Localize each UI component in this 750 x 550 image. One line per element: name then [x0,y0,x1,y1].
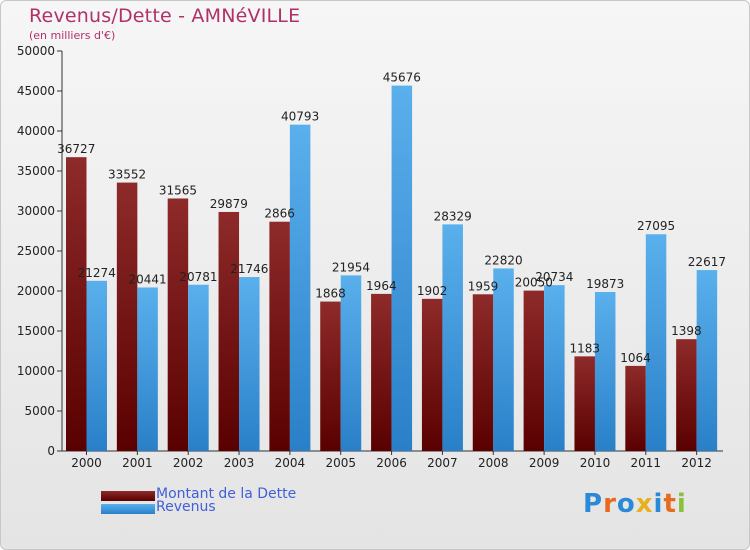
bar-revenus [340,275,362,451]
bar-revenus [696,270,718,451]
bar-revenus [137,287,158,451]
x-tick-label: 2009 [529,456,560,470]
data-label-dette: 29879 [210,197,248,211]
data-label-revenus: 20441 [129,272,167,286]
data-label-dette: 1868 [315,287,346,301]
bar-dette [269,221,290,451]
y-tick-label: 10000 [17,364,55,378]
data-label-dette: 1964 [366,279,397,293]
y-tick-label: 40000 [17,124,55,138]
logo-letter: o [616,489,636,519]
data-label-revenus: 27095 [637,219,675,233]
data-label-revenus: 40793 [281,110,319,124]
y-tick-label: 35000 [17,164,55,178]
x-tick-label: 2011 [631,456,662,470]
x-tick-label: 2002 [173,456,204,470]
y-tick-label: 45000 [17,84,55,98]
bar-revenus [188,284,209,451]
logo-letter: r [603,489,617,519]
bar-revenus [544,285,565,451]
data-label-revenus: 19873 [586,277,624,291]
bar-dette [523,290,545,451]
data-label-revenus: 22820 [484,253,522,267]
data-label-revenus: 45676 [383,71,421,85]
y-tick-label: 20000 [17,284,55,298]
bar-dette [574,356,595,451]
chart-subtitle: (en milliers d'€) [29,29,116,42]
data-label-revenus: 28329 [434,209,472,223]
bar-dette [66,157,87,451]
bar-dette [320,301,341,451]
bar-revenus [391,85,413,451]
data-label-revenus: 21746 [230,262,268,276]
data-label-dette: 20050 [515,276,553,290]
bar-revenus [594,292,616,451]
logo-letter: x [635,489,654,519]
data-label-revenus: 22617 [688,255,726,269]
legend-swatch-revenus [101,504,155,514]
bar-dette [218,211,240,451]
bar-revenus [86,280,107,451]
y-tick-label: 25000 [17,244,55,258]
data-label-dette: 1398 [671,324,702,338]
data-label-revenus: 20781 [179,270,217,284]
x-tick-label: 2003 [224,456,255,470]
x-tick-label: 2012 [681,456,712,470]
legend-label-revenus: Revenus [156,499,216,515]
data-label-revenus: 21954 [332,260,370,274]
x-tick-label: 2000 [71,456,102,470]
data-label-revenus: 21274 [78,266,116,280]
x-tick-label: 2010 [580,456,611,470]
legend-label-dette: Montant de la Dette [156,486,297,502]
bar-revenus [442,224,463,451]
logo-letter: t [663,489,677,519]
legend-swatch-dette [101,491,155,501]
bar-dette [371,293,392,451]
bar-revenus [289,124,311,451]
proxiti-logo: Proxiti [583,489,687,519]
logo-letter: i [653,489,664,519]
logo-letter: P [583,489,604,519]
logo-letter: i [676,489,687,519]
y-tick-label: 0 [47,444,55,458]
bar-dette [116,182,138,452]
x-tick-label: 2007 [427,456,458,470]
data-label-dette: 1959 [468,279,499,293]
bar-revenus [239,277,260,451]
data-label-dette: 33552 [108,168,146,182]
x-tick-label: 2006 [376,456,407,470]
bar-dette [421,298,443,451]
data-label-dette: 1064 [620,351,651,365]
bar-revenus [493,268,514,451]
data-label-dette: 2866 [264,207,295,221]
chart-title: Revenus/Dette - AMNéVILLE [29,5,301,27]
bar-dette [472,294,494,451]
data-label-revenus: 20734 [535,270,573,284]
data-label-dette: 31565 [159,183,197,197]
y-tick-label: 50000 [17,44,55,58]
x-tick-label: 2004 [275,456,306,470]
x-tick-label: 2005 [325,456,356,470]
bar-dette [625,365,646,451]
bar-dette [167,198,189,451]
y-tick-label: 5000 [24,404,55,418]
data-label-dette: 1183 [569,341,600,355]
y-tick-label: 15000 [17,324,55,338]
data-label-dette: 1902 [417,284,448,298]
x-tick-label: 2001 [122,456,153,470]
bar-revenus [645,234,667,451]
bar-dette [676,339,697,451]
y-tick-label: 30000 [17,204,55,218]
data-label-dette: 36727 [57,142,95,156]
x-tick-label: 2008 [478,456,509,470]
